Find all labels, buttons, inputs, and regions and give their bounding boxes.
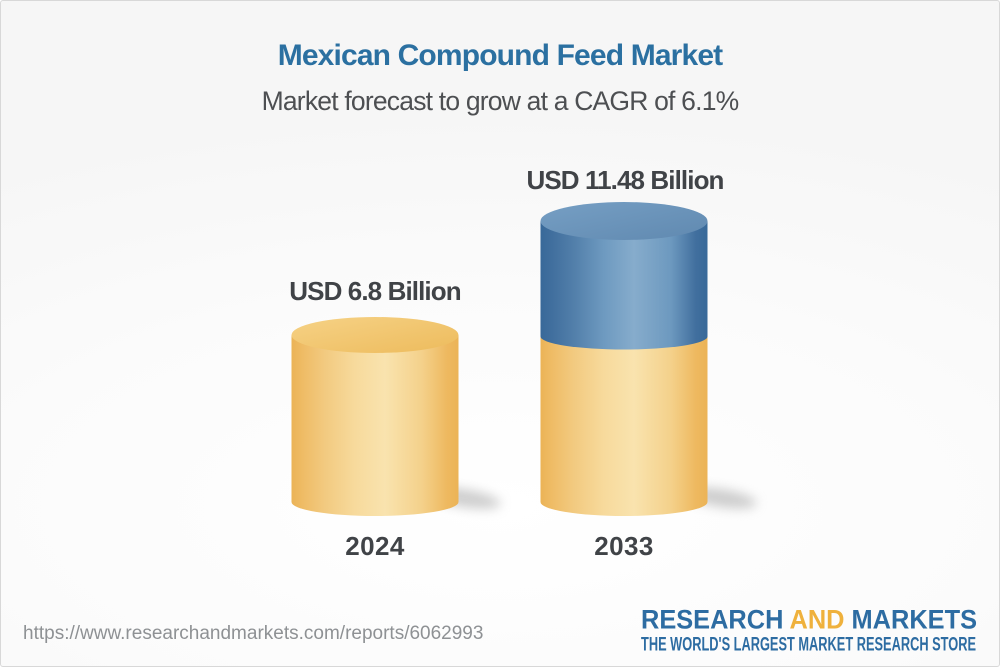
svg-text:RESEARCH AND MARKETS: RESEARCH AND MARKETS [641, 605, 977, 635]
svg-text:THE WORLD'S LARGEST MARKET RES: THE WORLD'S LARGEST MARKET RESEARCH STOR… [641, 635, 976, 656]
